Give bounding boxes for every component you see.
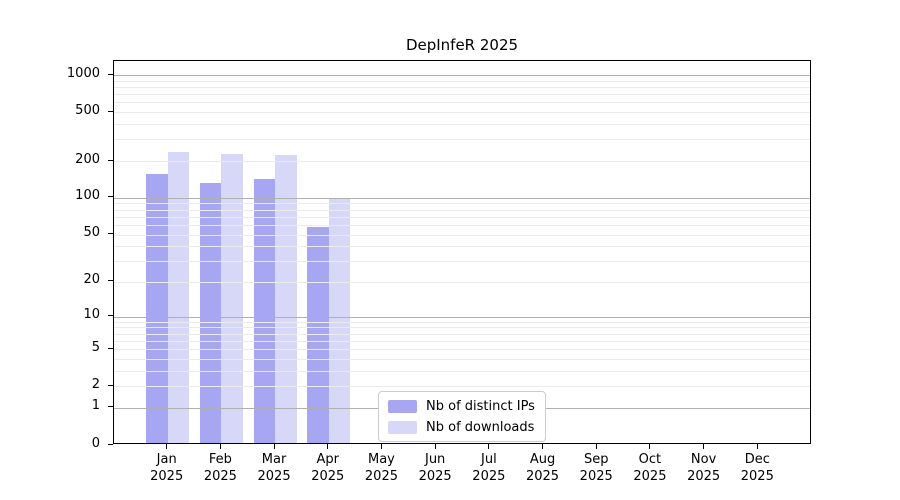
x-tick-mark	[542, 444, 544, 449]
legend-item-downloads: Nb of downloads	[388, 419, 535, 435]
x-tick-label-aug: Aug 2025	[525, 452, 560, 484]
y-tick-label-2: 2	[91, 376, 100, 392]
y-tick-label-5: 5	[91, 339, 100, 355]
x-tick-mark	[595, 444, 597, 449]
bar-downloads-mar	[275, 154, 297, 443]
x-tick-label-apr: Apr 2025	[311, 452, 345, 484]
x-tick-mark	[434, 444, 436, 449]
x-tick-mark	[166, 444, 168, 449]
x-tick-label-jan: Jan 2025	[150, 452, 184, 484]
bar-distinct-ips-apr	[307, 226, 329, 443]
y-tick-mark	[108, 73, 113, 75]
x-tick-mark	[756, 444, 758, 449]
bar-distinct-ips-mar	[253, 178, 276, 443]
y-tick-mark	[108, 110, 113, 112]
x-tick-label-jun: Jun 2025	[418, 452, 452, 484]
chart-title: DepInfeR 2025	[405, 36, 519, 54]
y-tick-mark	[108, 347, 113, 349]
y-tick-label-100: 100	[75, 188, 100, 204]
x-tick-mark	[380, 444, 382, 449]
x-tick-mark	[649, 444, 651, 449]
y-tick-label-50: 50	[83, 224, 100, 240]
y-tick-label-200: 200	[75, 151, 100, 167]
x-tick-label-sep: Sep 2025	[579, 452, 613, 484]
x-tick-label-jul: Jul 2025	[472, 452, 506, 484]
bar-downloads-jan	[167, 152, 190, 443]
legend-label-distinct-ips: Nb of distinct IPs	[426, 398, 535, 414]
bar-downloads-apr	[328, 198, 351, 443]
bar-distinct-ips-feb	[199, 182, 222, 443]
plot-area: Nb of distinct IPs Nb of downloads	[113, 60, 811, 444]
legend-swatch-downloads	[388, 420, 417, 434]
x-tick-mark	[488, 444, 490, 449]
y-tick-label-500: 500	[75, 102, 100, 118]
legend-label-downloads: Nb of downloads	[426, 419, 535, 435]
y-tick-label-20: 20	[83, 272, 100, 288]
y-tick-mark	[108, 443, 113, 445]
x-tick-label-feb: Feb 2025	[203, 452, 237, 484]
bars-layer	[114, 61, 810, 443]
y-tick-mark	[108, 315, 113, 317]
legend-swatch-distinct-ips	[388, 399, 417, 413]
y-tick-label-1: 1	[91, 398, 100, 414]
x-tick-label-nov: Nov 2025	[687, 452, 721, 484]
y-tick-mark	[108, 232, 113, 234]
x-tick-mark	[703, 444, 705, 449]
bar-downloads-feb	[221, 153, 243, 443]
y-tick-label-0: 0	[91, 435, 100, 451]
x-tick-label-oct: Oct 2025	[633, 452, 667, 484]
x-tick-mark	[327, 444, 329, 449]
y-tick-mark	[108, 384, 113, 386]
x-tick-label-mar: Mar 2025	[257, 452, 291, 484]
legend-item-distinct-ips: Nb of distinct IPs	[388, 398, 535, 414]
y-tick-mark	[108, 406, 113, 408]
y-tick-mark	[108, 196, 113, 198]
legend: Nb of distinct IPs Nb of downloads	[378, 391, 546, 442]
y-tick-label-10: 10	[83, 307, 100, 323]
x-tick-label-dec: Dec 2025	[740, 452, 774, 484]
bar-distinct-ips-jan	[146, 174, 168, 443]
x-tick-label-may: May 2025	[364, 452, 398, 484]
x-tick-mark	[219, 444, 221, 449]
y-tick-mark	[108, 159, 113, 161]
y-tick-mark	[108, 280, 113, 282]
y-tick-label-1000: 1000	[66, 65, 100, 81]
x-tick-mark	[273, 444, 275, 449]
